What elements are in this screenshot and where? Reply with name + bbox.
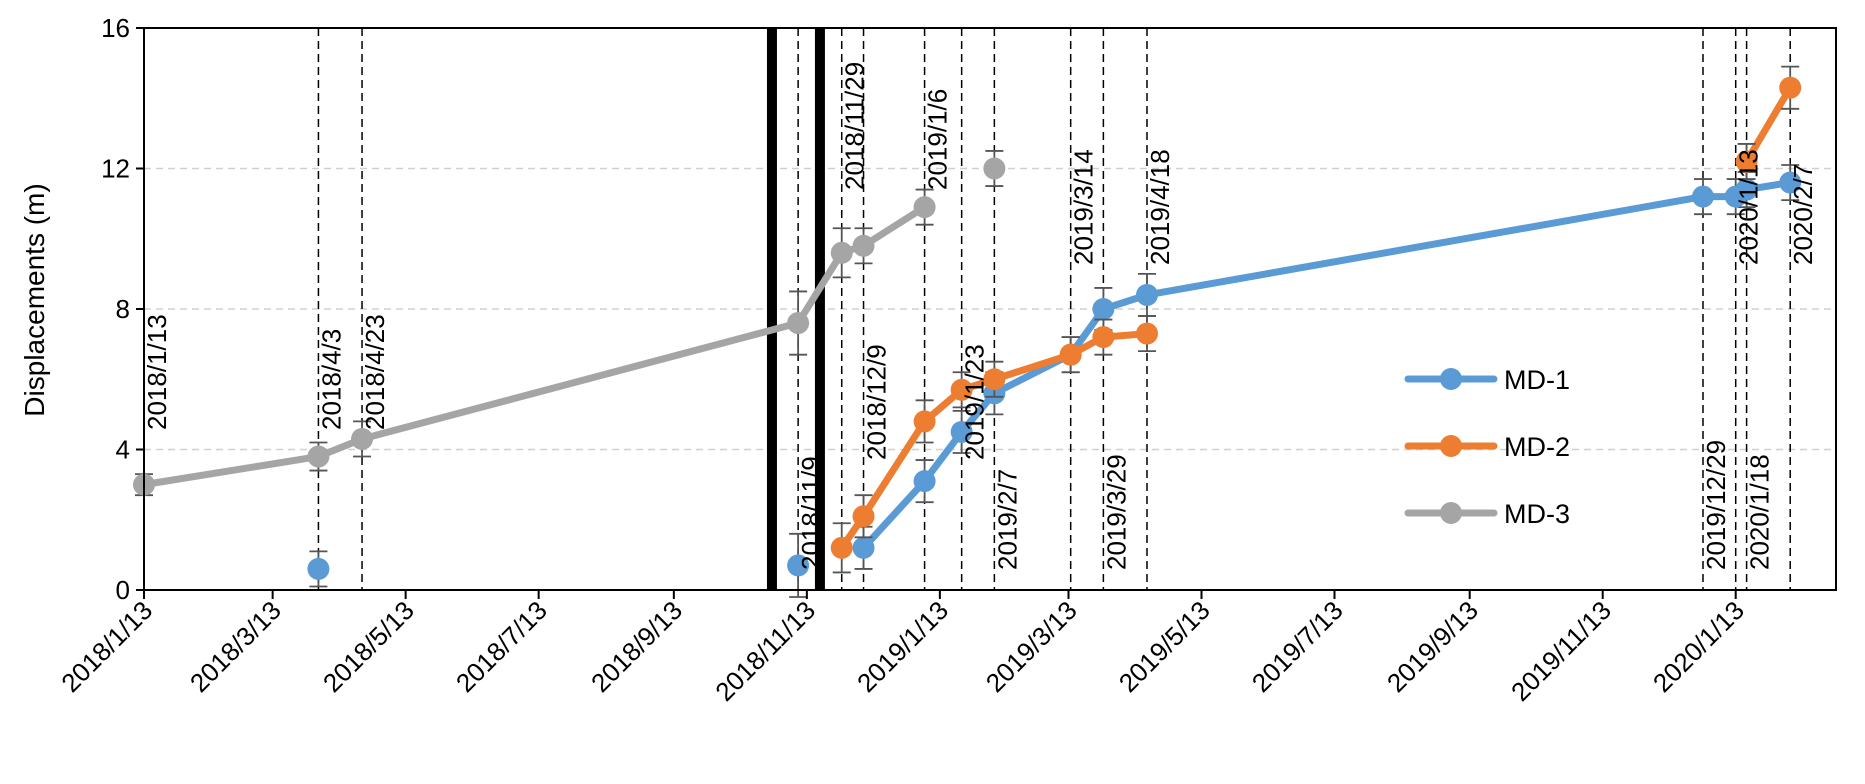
date-labels: 2018/1/13 2018/4/3 2018/4/23 2018/11/9 2018/… bbox=[142, 62, 1818, 570]
md-1-point bbox=[852, 536, 875, 559]
reference-line-label: 2018/4/23 bbox=[360, 314, 390, 430]
md-1-point bbox=[1735, 178, 1758, 201]
reference-line-label: 2020/1/13 bbox=[1734, 149, 1764, 265]
legend-marker-md-3 bbox=[1440, 502, 1462, 524]
md-1-point bbox=[1691, 185, 1714, 208]
md-2-point bbox=[1135, 322, 1158, 345]
md-2-point bbox=[913, 410, 936, 433]
md-3-point bbox=[787, 312, 810, 335]
reference-line-label: 2018/11/9 bbox=[796, 456, 826, 570]
legend-marker-md-1 bbox=[1440, 368, 1462, 390]
md-2-point bbox=[1092, 326, 1115, 349]
y-tick-label: 12 bbox=[101, 154, 130, 184]
x-tick-label: 2019/9/13 bbox=[1381, 595, 1484, 698]
md-1-point bbox=[1135, 283, 1158, 306]
md-2-point bbox=[1779, 76, 1802, 99]
x-tick-label: 2019/7/13 bbox=[1246, 595, 1349, 698]
md-1-point bbox=[1092, 298, 1115, 320]
reference-line-label: 2020/2/7 bbox=[1788, 164, 1818, 265]
x-tick-label: 2020/1/13 bbox=[1647, 595, 1750, 698]
y-tick-label: 0 bbox=[116, 575, 130, 605]
md-2-point bbox=[983, 368, 1006, 391]
legend: MD-1 MD-2 MD-3 bbox=[1404, 365, 1570, 529]
x-tick-label: 2019/3/13 bbox=[980, 595, 1083, 698]
x-tick-label: 2018/9/13 bbox=[585, 595, 688, 698]
reference-line-label: 2019/3/29 bbox=[1101, 454, 1131, 570]
reference-line-label: 2019/1/23 bbox=[960, 344, 990, 460]
x-tick-label: 2018/5/13 bbox=[317, 595, 420, 698]
md-3-point bbox=[351, 427, 374, 450]
reference-line-label: 2019/3/14 bbox=[1069, 149, 1099, 265]
md-1-point bbox=[950, 420, 973, 443]
legend-label-md-3: MD-3 bbox=[1504, 499, 1570, 529]
md-1-point bbox=[1779, 171, 1802, 194]
md-3-point bbox=[913, 196, 936, 219]
x-tick-label: 2019/1/13 bbox=[851, 595, 954, 698]
md-1-point bbox=[913, 470, 936, 493]
event-bars bbox=[766, 28, 825, 590]
md-3-point bbox=[983, 157, 1006, 180]
md-1-point bbox=[307, 557, 330, 580]
legend-label-md-1: MD-1 bbox=[1504, 365, 1570, 395]
md-2-line bbox=[1743, 84, 1794, 165]
series-group bbox=[133, 65, 1802, 598]
reference-line-label: 2019/4/18 bbox=[1145, 149, 1175, 265]
y-axis-title: Displacements (m) bbox=[19, 183, 50, 416]
md-2-point bbox=[852, 505, 875, 528]
legend-marker-md-2 bbox=[1440, 435, 1462, 457]
legend-label-md-2: MD-2 bbox=[1504, 432, 1570, 462]
md-3-line bbox=[140, 203, 929, 489]
md-2-point bbox=[830, 536, 853, 559]
x-tick-label: 2018/1/13 bbox=[55, 595, 158, 698]
y-tick-label: 16 bbox=[101, 13, 130, 43]
reference-line-label: 2019/12/29 bbox=[1701, 440, 1731, 570]
md-1-point bbox=[787, 554, 810, 577]
reference-line-label: 2019/1/6 bbox=[923, 89, 953, 190]
y-tick-label: 8 bbox=[116, 294, 130, 324]
md-3-point bbox=[830, 241, 853, 264]
reference-line-label: 2018/4/3 bbox=[316, 329, 346, 430]
md-3-point bbox=[852, 234, 875, 257]
x-tick-label: 2019/5/13 bbox=[1113, 595, 1216, 698]
reference-line-label: 2019/2/7 bbox=[992, 469, 1022, 570]
x-tick-label: 2018/3/13 bbox=[184, 595, 287, 698]
md-2-point bbox=[950, 378, 973, 401]
x-tick-label: 2019/11/13 bbox=[1505, 595, 1617, 707]
y-tick-label: 4 bbox=[116, 435, 130, 465]
md-2-point bbox=[1059, 343, 1082, 366]
reference-line-label: 2018/1/13 bbox=[142, 314, 172, 430]
reference-line-label: 2018/12/9 bbox=[862, 344, 892, 460]
reference-line-label: 2020/1/18 bbox=[1745, 454, 1775, 570]
x-tick-label: 2018/11/13 bbox=[709, 595, 821, 707]
gridlines bbox=[144, 167, 1836, 451]
md-3-point bbox=[307, 445, 330, 468]
md-2-point bbox=[1735, 150, 1758, 173]
reference-line-label: 2018/11/29 bbox=[840, 62, 870, 190]
x-tick-label: 2018/7/13 bbox=[450, 595, 553, 698]
